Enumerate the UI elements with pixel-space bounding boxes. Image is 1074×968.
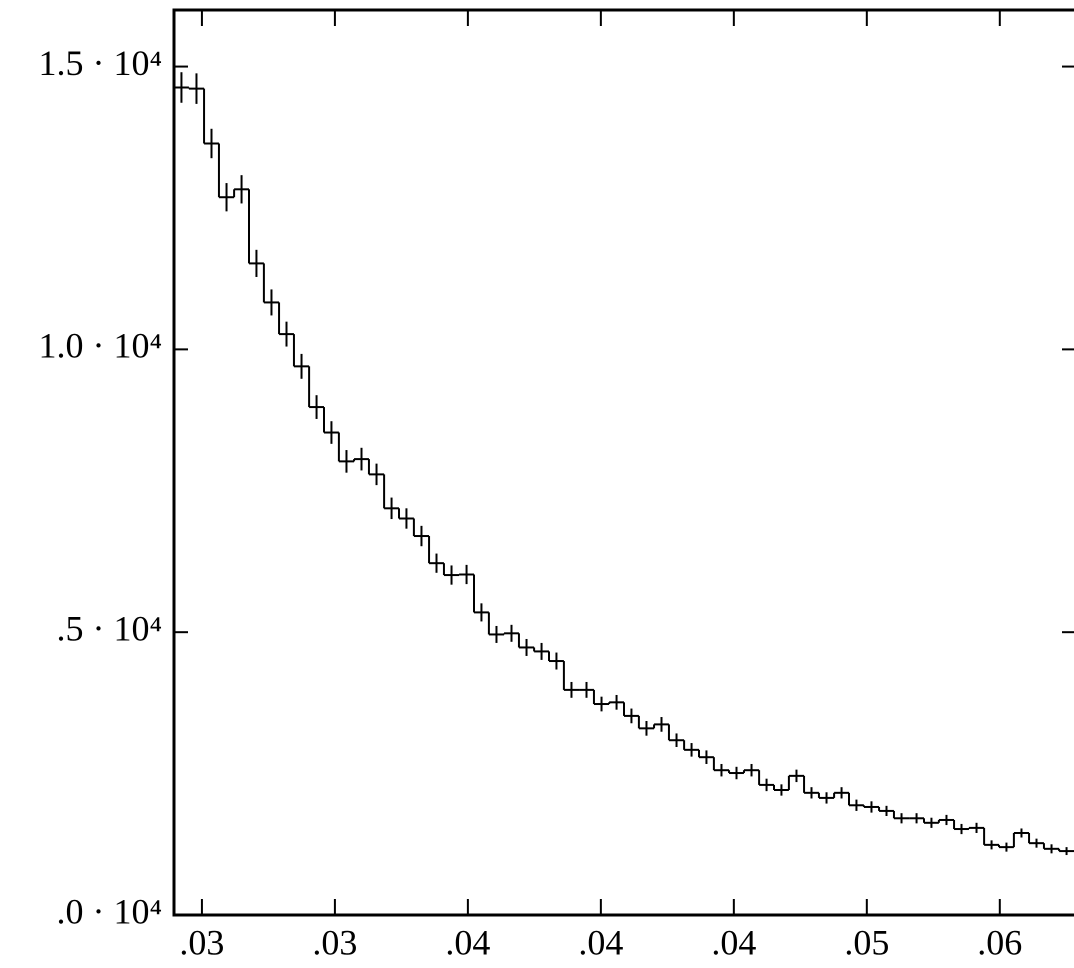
x-tick-label: .06 [977,922,1022,962]
axes-frame [172,8,1074,917]
x-tick-label: .04 [711,922,756,962]
x-tick-label: .03 [312,922,357,962]
y-tick-label: 1.0 · 10⁴ [38,326,162,366]
x-tick-label: .03 [179,922,224,962]
x-tick-label: .05 [844,922,889,962]
x-tick-label: .04 [445,922,490,962]
x-tick-label: .04 [578,922,623,962]
y-tick-label: .5 · 10⁴ [56,608,162,648]
y-tick-label: 1.5 · 10⁴ [38,43,162,83]
y-tick-label: .0 · 10⁴ [56,891,162,931]
